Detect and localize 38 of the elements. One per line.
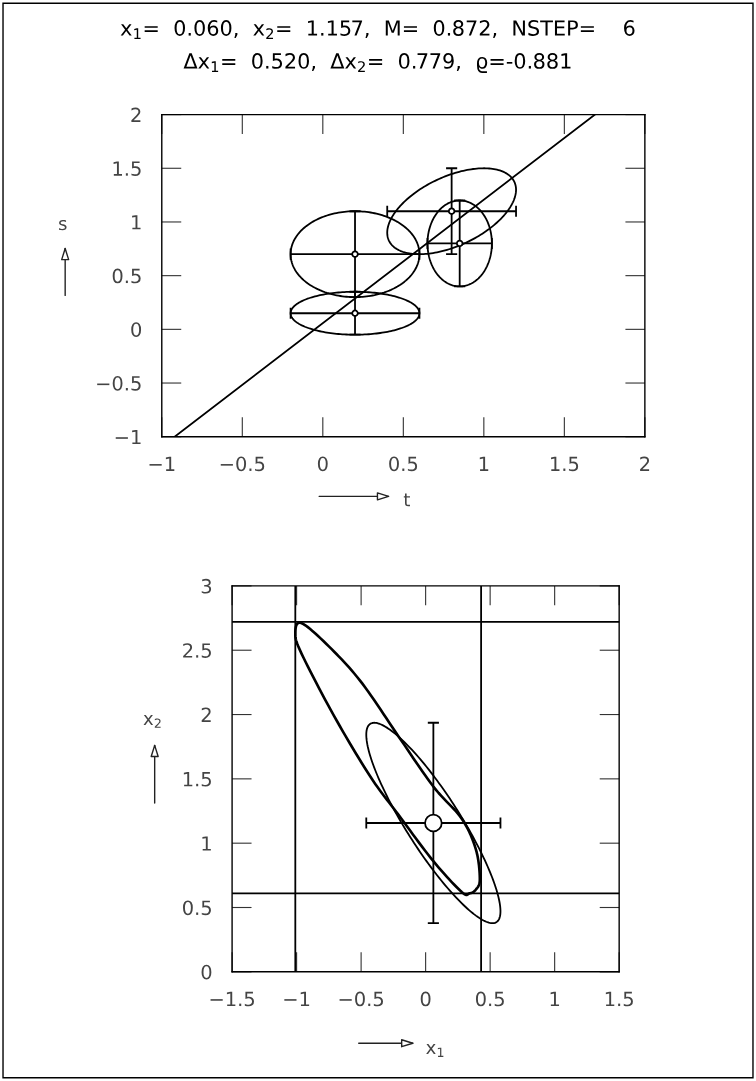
y-tick-label: 0 <box>131 322 142 338</box>
y-tick-label: 1 <box>132 215 141 230</box>
x-tick-label: −1.5 <box>210 991 254 1007</box>
x-tick-label: −0.5 <box>220 456 265 472</box>
x-tick-label: 1.5 <box>551 456 579 472</box>
x-tick-label: 1 <box>479 456 489 471</box>
x-tick-label: −0.5 <box>339 991 384 1007</box>
chart-subtitle: Δx$_{1}$= 0.520, Δx$_{2}$= 0.779, ϱ=-0.881 <box>183 53 571 73</box>
y-tick-label: 1.5 <box>183 772 211 787</box>
x-axis-title: t <box>403 493 410 507</box>
x-tick-label: 2 <box>640 456 650 471</box>
point <box>351 309 359 317</box>
y-tick-label: −0.5 <box>97 375 141 391</box>
x-tick-label: 0 <box>317 456 328 472</box>
y-tick-label: −1 <box>115 429 141 445</box>
x-tick-label: 1.5 <box>605 991 633 1007</box>
x-tick-label: 0.5 <box>389 456 418 472</box>
x-tick-label: 0.5 <box>475 991 504 1007</box>
y-tick-label: 1.5 <box>113 161 141 176</box>
y-axis-title: x$_{2}$ <box>143 715 161 728</box>
y-tick-label: 1 <box>202 836 211 851</box>
x-tick-label: 0 <box>420 991 431 1007</box>
point <box>456 239 464 248</box>
y-tick-label: 3 <box>201 578 212 594</box>
y-axis-title: s <box>59 219 67 231</box>
y-tick-label: 0 <box>201 964 212 980</box>
x-axis-title: x$_{1}$ <box>426 1044 444 1057</box>
y-tick-label: 0.5 <box>112 268 141 284</box>
y-tick-label: 0.5 <box>183 900 211 916</box>
point <box>447 207 456 215</box>
y-tick-label: 2 <box>201 707 211 722</box>
y-tick-label: 2 <box>131 107 141 122</box>
x-tick-label: 1 <box>550 991 560 1007</box>
x-tick-label: −1 <box>284 991 310 1007</box>
chart-title: x$_{1}$= 0.060, x$_{2}$= 1.157, M= 0.872, NSTEP= 6 <box>120 20 635 39</box>
y-tick-label: 2.5 <box>183 643 211 658</box>
point <box>351 250 359 258</box>
x-tick-label: −1 <box>149 456 175 471</box>
